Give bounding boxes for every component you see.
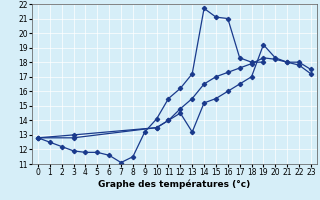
X-axis label: Graphe des températures (°c): Graphe des températures (°c) <box>98 180 251 189</box>
